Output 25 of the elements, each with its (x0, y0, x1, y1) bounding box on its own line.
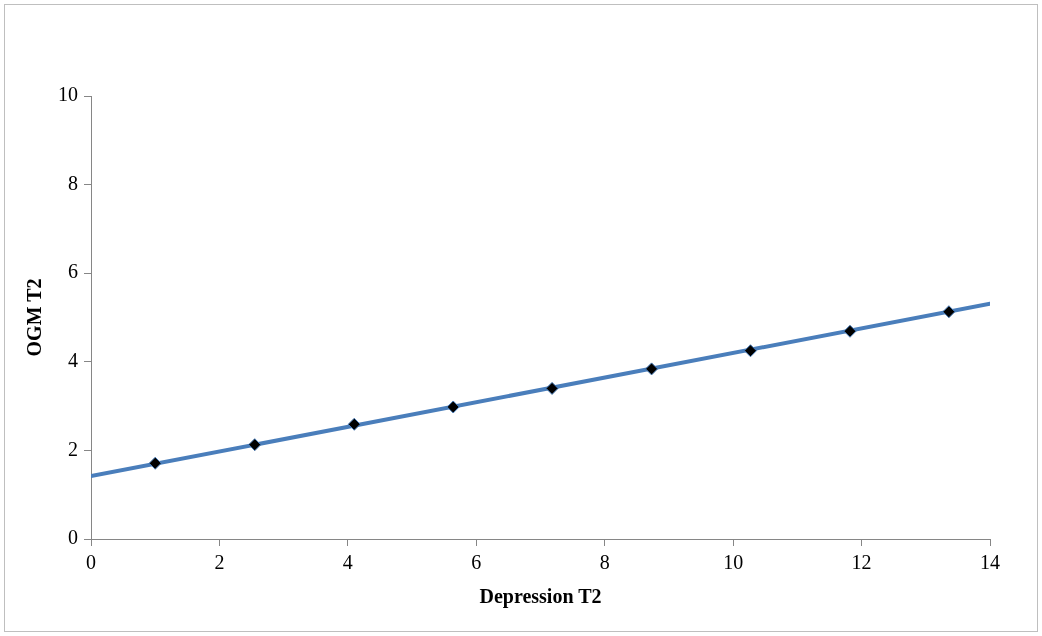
point (545, 381, 559, 395)
x-tick-label: 6 (471, 551, 482, 574)
point (148, 456, 162, 470)
point (347, 417, 361, 431)
x-tick-label: 12 (851, 551, 872, 574)
y-tick-label: 4 (68, 349, 78, 372)
point (743, 344, 757, 358)
y-axis-title: OGM T2 (23, 278, 46, 357)
x-axis-title: Depression T2 (479, 585, 602, 609)
point (843, 324, 857, 338)
x-tick-label: 2 (214, 551, 225, 574)
point (248, 438, 262, 452)
y-tick-label: 10 (58, 83, 78, 106)
x-tick-label: 8 (599, 551, 610, 574)
y-tick-label: 8 (68, 171, 78, 194)
x-tick-label: 0 (86, 551, 96, 574)
y-tick-label: 0 (68, 526, 78, 549)
point (645, 362, 659, 376)
point (942, 305, 956, 319)
x-tick-label: 14 (980, 551, 1000, 574)
point (446, 400, 460, 414)
x-tick-label: 4 (342, 551, 353, 574)
x-tick-label: 10 (723, 551, 744, 574)
y-tick-label: 2 (68, 437, 78, 460)
y-tick-label: 6 (68, 260, 78, 283)
